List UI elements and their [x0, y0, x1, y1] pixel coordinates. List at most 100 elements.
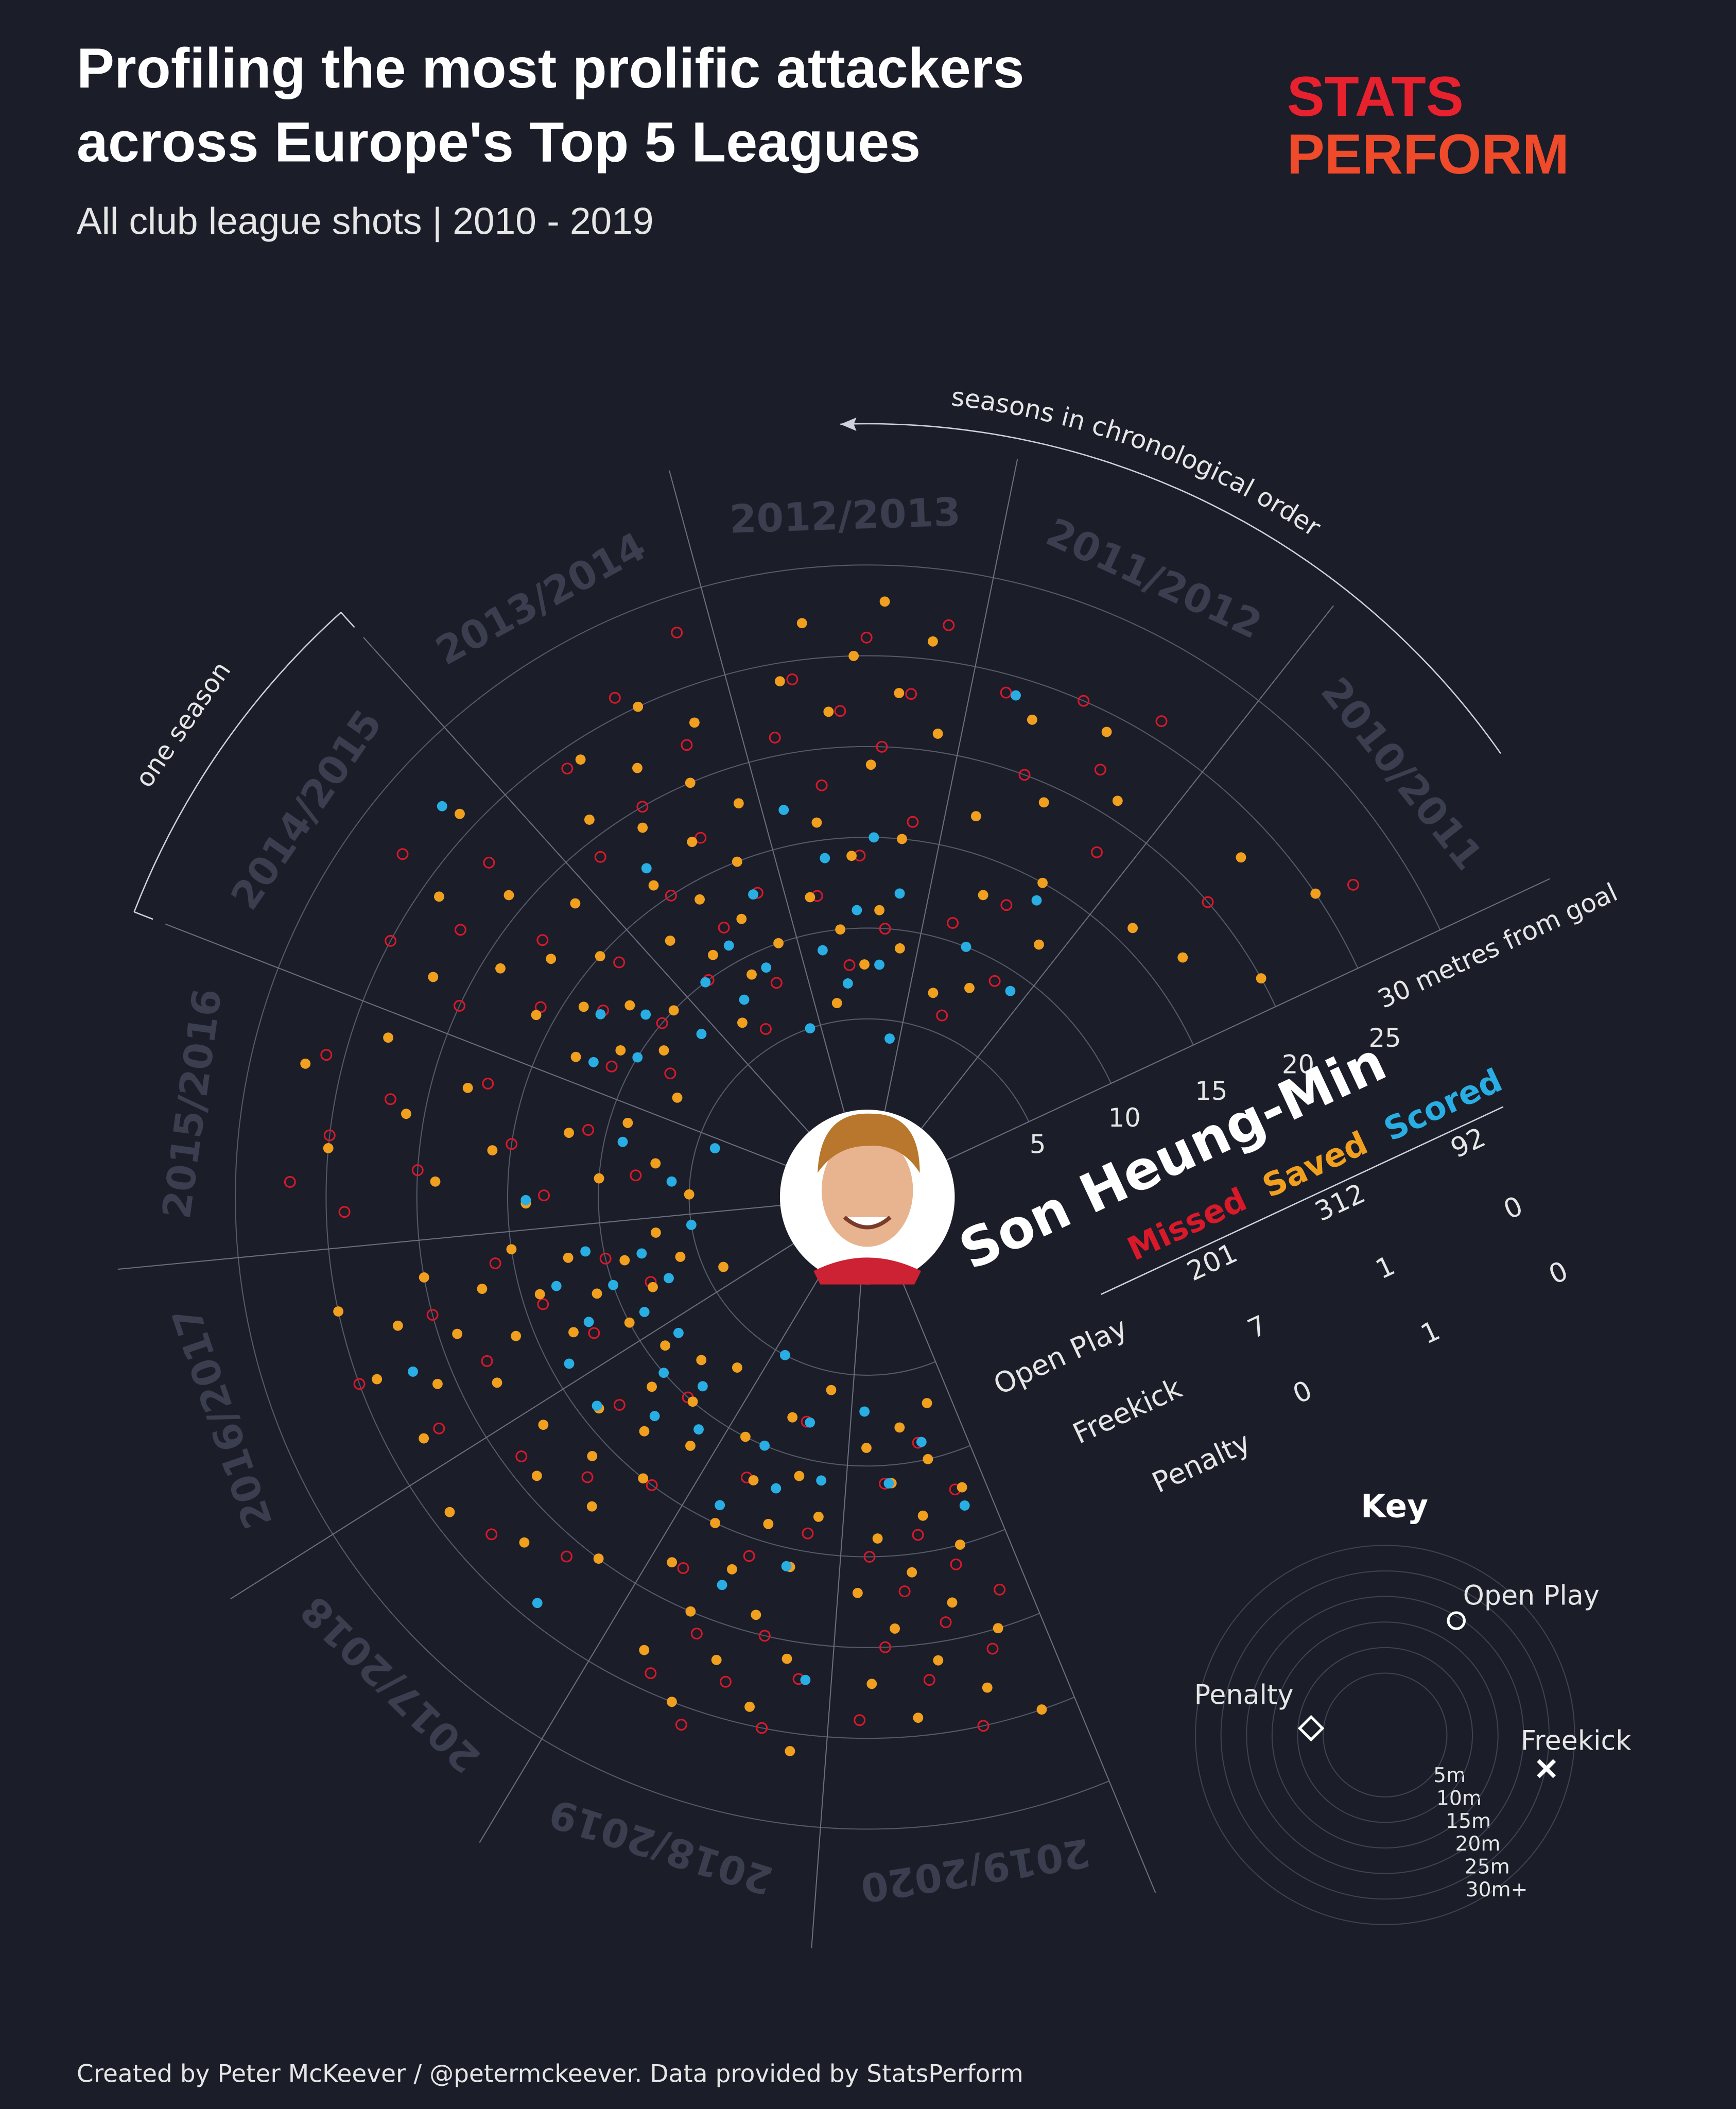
shot	[894, 888, 905, 899]
shot	[592, 1401, 602, 1411]
shot	[1202, 896, 1214, 908]
shot	[874, 905, 885, 915]
shot	[1177, 952, 1188, 963]
spoke	[921, 605, 1334, 1129]
shot	[633, 701, 644, 712]
shot	[964, 982, 975, 993]
shot	[954, 1539, 965, 1550]
shot	[645, 1667, 657, 1680]
shot	[852, 905, 862, 915]
key-ring-label: 25m	[1465, 1856, 1510, 1879]
shot	[396, 848, 409, 860]
shot	[778, 805, 789, 815]
shot	[813, 1511, 824, 1522]
shot	[584, 815, 595, 825]
shot	[710, 1518, 721, 1528]
shot	[561, 1550, 573, 1563]
shot	[1037, 877, 1048, 888]
r-tick-label: 15	[1195, 1076, 1227, 1106]
shot	[639, 1307, 650, 1317]
shot	[796, 618, 807, 629]
shot	[787, 1412, 798, 1423]
shot	[648, 1282, 658, 1292]
shot	[664, 1273, 674, 1284]
shot	[898, 1585, 911, 1598]
shot	[894, 943, 905, 954]
shot	[696, 1355, 707, 1365]
shot	[913, 1713, 924, 1723]
shot	[723, 940, 734, 951]
title: across Europe's Top 5 Leagues	[77, 111, 921, 174]
shot	[656, 1017, 668, 1029]
shot	[681, 739, 693, 751]
shot	[454, 924, 466, 936]
shot	[1011, 690, 1021, 701]
shot	[667, 1557, 678, 1568]
shot	[609, 692, 621, 704]
shot	[477, 1284, 488, 1294]
shot	[715, 1500, 725, 1511]
shot	[595, 1009, 606, 1019]
shot	[482, 1077, 494, 1090]
shot	[912, 1529, 924, 1541]
spoke	[117, 1205, 780, 1270]
shot	[719, 1675, 732, 1688]
shot	[658, 1045, 669, 1056]
smile	[843, 1216, 892, 1230]
key-ring-label: 15m	[1446, 1810, 1491, 1833]
shot	[848, 650, 859, 661]
shot	[675, 1252, 686, 1262]
shot	[537, 1298, 549, 1310]
shot	[531, 1471, 542, 1481]
shot	[846, 851, 857, 861]
shot	[940, 1616, 952, 1629]
shirt	[813, 1257, 922, 1285]
shot	[756, 1722, 768, 1734]
shot	[687, 837, 698, 848]
shot	[709, 1143, 720, 1153]
shot	[947, 917, 959, 929]
shot	[957, 1482, 967, 1493]
shot	[546, 954, 557, 964]
shot	[561, 763, 574, 775]
shot	[843, 959, 856, 971]
shot	[392, 1320, 403, 1331]
shot	[483, 856, 495, 869]
subtitle: All club league shots | 2010 - 2019	[77, 201, 654, 243]
shot	[532, 1598, 543, 1609]
shot	[677, 1562, 689, 1574]
shot	[1027, 714, 1037, 725]
shot	[977, 1720, 989, 1732]
shot	[564, 1128, 575, 1138]
shot	[1101, 727, 1112, 737]
shot	[595, 951, 605, 962]
shot	[685, 1606, 696, 1617]
shot	[763, 1518, 774, 1529]
shot	[859, 1406, 870, 1417]
shot	[748, 1475, 759, 1485]
shot	[372, 1374, 383, 1385]
shot	[646, 1479, 658, 1491]
shot	[581, 1471, 594, 1483]
shot	[697, 1381, 708, 1392]
shot	[665, 936, 675, 946]
shot	[613, 1398, 626, 1411]
shot	[805, 892, 815, 903]
shot	[648, 880, 659, 891]
shot	[866, 1679, 877, 1689]
shot	[586, 1501, 597, 1512]
shot	[570, 1051, 581, 1062]
logo: STATS	[1287, 65, 1464, 128]
shot	[624, 1000, 635, 1011]
shot	[748, 889, 758, 900]
shot	[978, 890, 988, 901]
shot	[879, 596, 890, 607]
shot	[588, 1057, 599, 1067]
shot	[551, 1281, 562, 1291]
shot	[859, 959, 870, 970]
shot	[865, 759, 876, 770]
shot	[861, 1443, 872, 1453]
spoke	[363, 637, 809, 1133]
shot	[805, 1417, 815, 1428]
